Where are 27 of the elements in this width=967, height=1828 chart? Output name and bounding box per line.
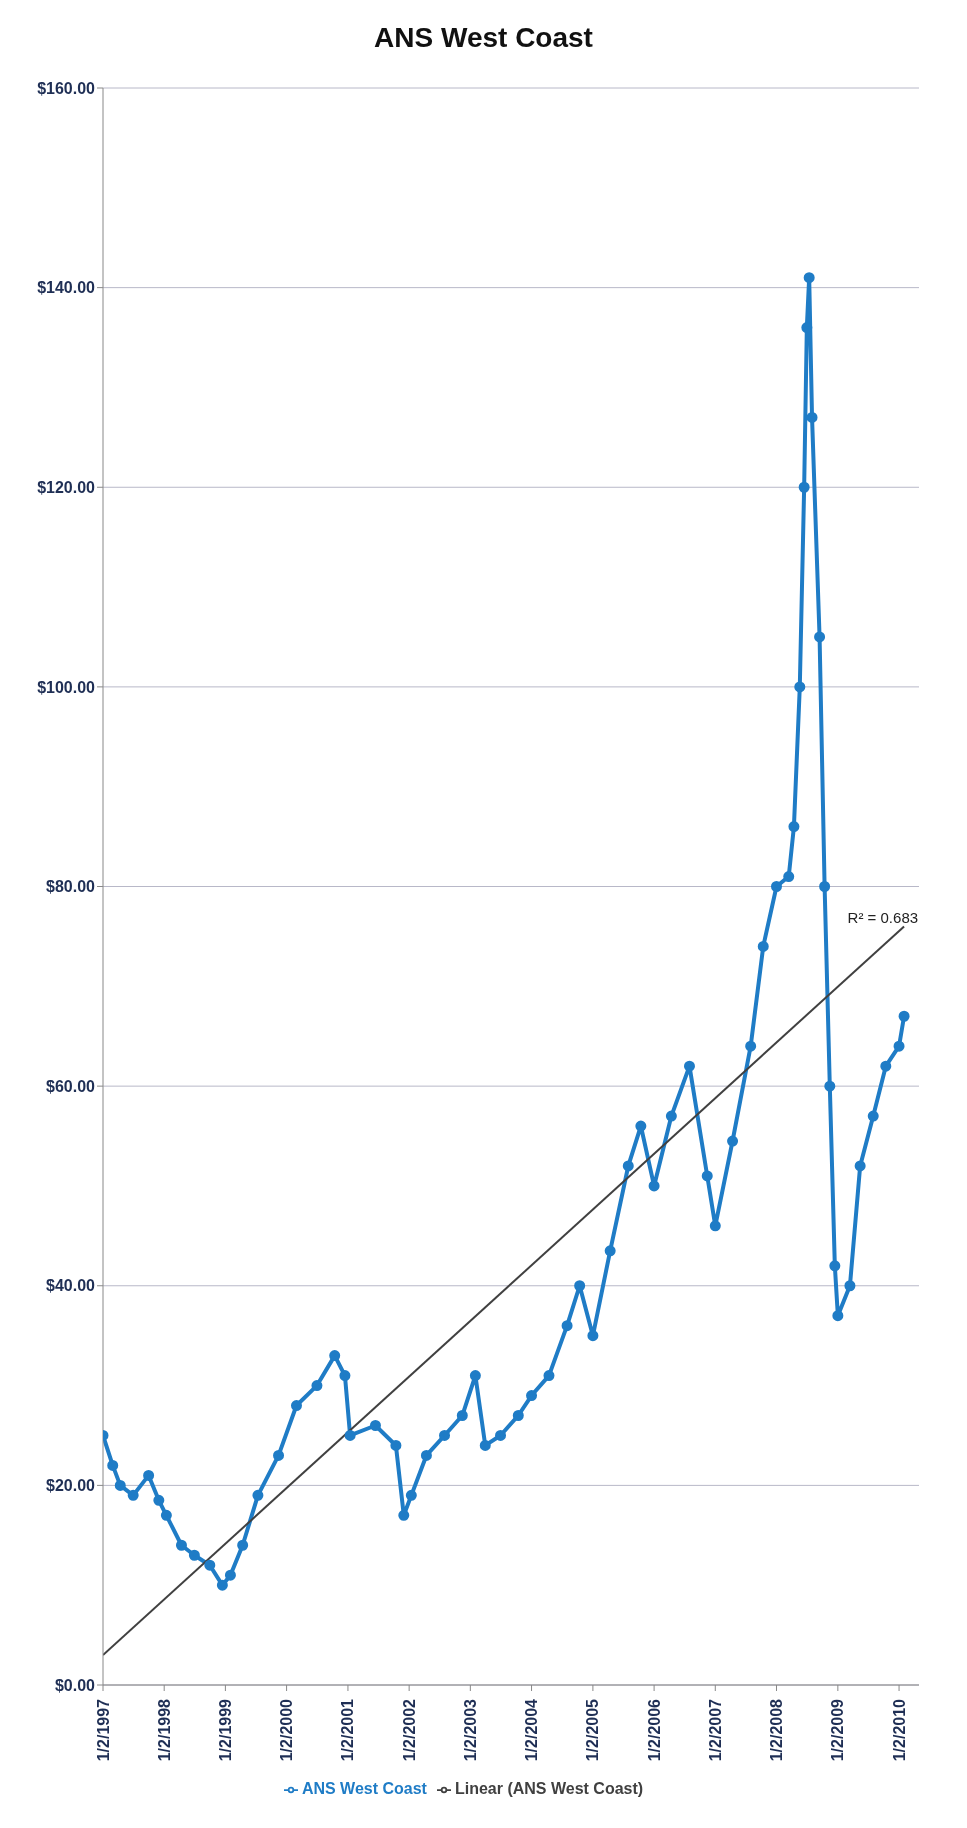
y-tick-label: $60.00 <box>46 1077 96 1095</box>
y-tick-label: $160.00 <box>37 79 96 97</box>
x-tick-label: 1/2/1997 <box>94 1698 112 1762</box>
y-tick-label: $20.00 <box>46 1477 96 1495</box>
y-tick-label: $100.00 <box>37 678 96 696</box>
legend-label: Linear (ANS West Coast) <box>454 1780 644 1797</box>
annotation: R² = 0.683 <box>847 909 919 927</box>
x-tick-label: 1/2/2003 <box>461 1698 479 1762</box>
x-tick-label: 1/2/2005 <box>584 1698 602 1762</box>
x-tick-label: 1/2/2004 <box>523 1698 541 1762</box>
legend-label: ANS West Coast <box>301 1780 427 1797</box>
chart-title: ANS West Coast <box>373 21 594 55</box>
y-tick-label: $140.00 <box>37 279 96 297</box>
y-tick-label: $120.00 <box>37 478 96 496</box>
x-tick-label: 1/2/2006 <box>645 1698 663 1762</box>
x-tick-label: 1/2/2010 <box>890 1698 908 1762</box>
x-tick-label: 1/2/2000 <box>278 1698 296 1762</box>
x-tick-label: 1/2/2007 <box>706 1698 724 1762</box>
x-tick-label: 1/2/2009 <box>829 1698 847 1762</box>
y-tick-label: $40.00 <box>46 1277 96 1295</box>
y-tick-label: $0.00 <box>54 1676 96 1694</box>
x-tick-label: 1/2/1998 <box>155 1698 173 1762</box>
x-tick-label: 1/2/1999 <box>216 1698 234 1762</box>
x-tick-label: 1/2/2008 <box>767 1698 785 1762</box>
x-tick-label: 1/2/2002 <box>400 1698 418 1762</box>
y-tick-label: $80.00 <box>46 878 96 896</box>
x-tick-label: 1/2/2001 <box>339 1698 357 1762</box>
